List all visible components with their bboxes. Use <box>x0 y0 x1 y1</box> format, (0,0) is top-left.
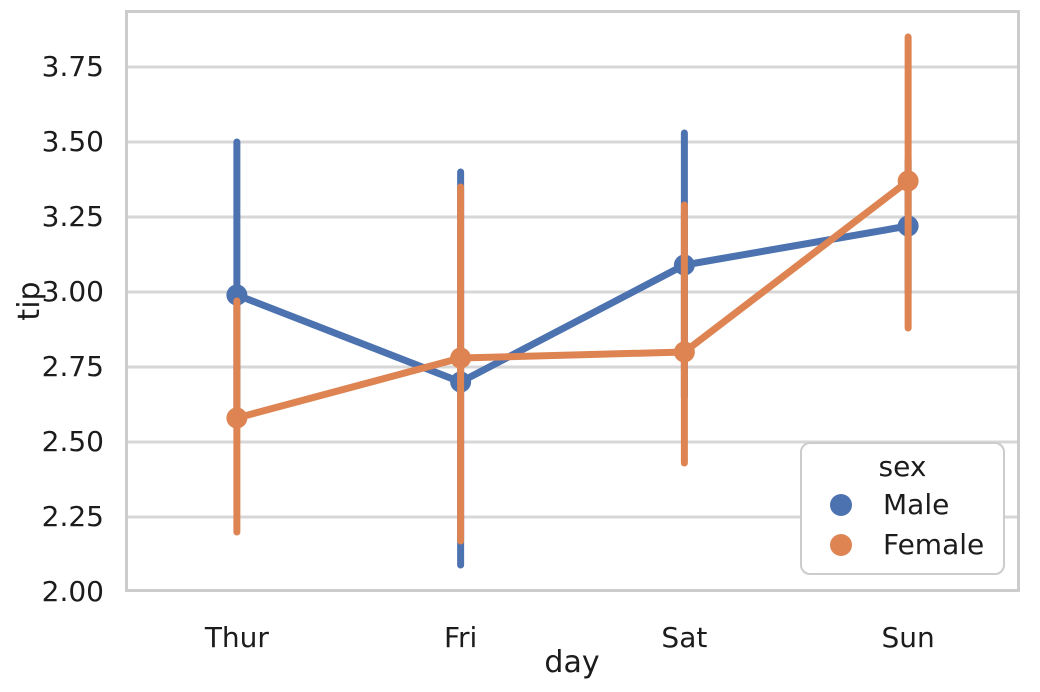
plot-border <box>125 10 1020 592</box>
data-point <box>897 170 919 192</box>
male-series-dot-icon <box>830 494 852 516</box>
x-tick-label: Sat <box>661 621 708 654</box>
legend: sex Male Female <box>800 442 1005 575</box>
female-series-dot-icon <box>830 534 852 556</box>
series-line <box>233 222 912 386</box>
data-point <box>673 341 695 363</box>
data-point <box>226 407 248 429</box>
data-point <box>226 284 248 306</box>
legend-label: Female <box>883 528 985 561</box>
y-tick-label: 3.75 <box>41 50 104 83</box>
legend-item-male: Male <box>802 485 1003 525</box>
series-line <box>233 177 912 422</box>
legend-title: sex <box>878 450 927 483</box>
x-tick-label: Thur <box>204 621 269 654</box>
y-tick-label: 2.50 <box>41 425 104 458</box>
y-tick-label: 3.25 <box>41 200 104 233</box>
y-tick-label: 2.00 <box>41 575 104 608</box>
x-tick-label: Fri <box>443 621 478 654</box>
y-tick-label: 3.50 <box>41 125 104 158</box>
y-axis-label: tip <box>12 281 47 321</box>
legend-label: Male <box>883 488 950 521</box>
plot-area <box>125 10 1020 592</box>
x-axis-label: day <box>544 645 600 680</box>
y-tick-label: 2.75 <box>41 350 104 383</box>
y-tick-label: 2.25 <box>41 500 104 533</box>
legend-item-female: Female <box>802 525 1003 565</box>
y-tick-label: 3.00 <box>41 275 104 308</box>
x-tick-label: Sun <box>881 621 935 654</box>
data-point <box>450 347 472 369</box>
